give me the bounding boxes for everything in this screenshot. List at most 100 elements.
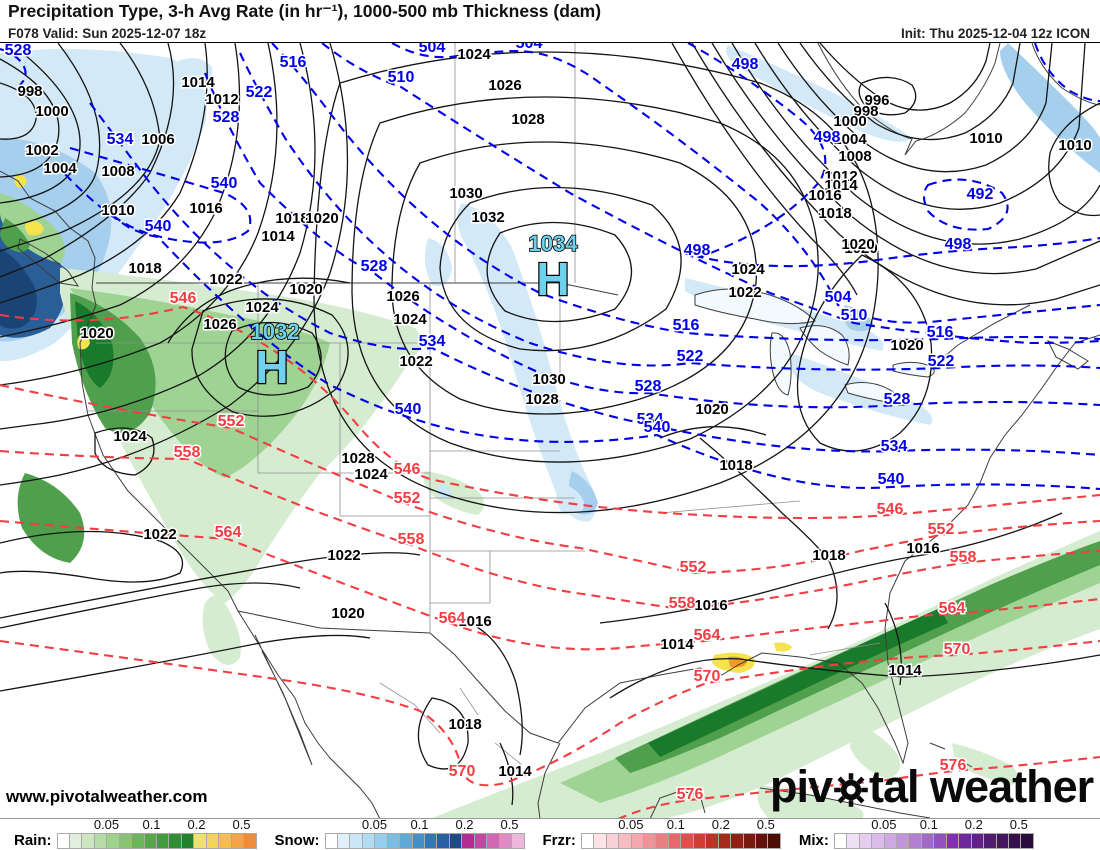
mslp-contour-label: 1026 <box>386 288 419 305</box>
thickness-label-cold: 540 <box>145 218 172 235</box>
legend-color-cell <box>487 833 500 849</box>
mslp-contour-label: 1020 <box>305 210 338 227</box>
thickness-label-warm: 552 <box>218 413 245 430</box>
legend-colorbar-frzr: 0.05 0.1 0.2 0.5 <box>580 817 781 849</box>
header: Precipitation Type, 3-h Avg Rate (in hr⁻… <box>0 0 1100 42</box>
legend-color-cell <box>897 833 910 849</box>
mslp-contour-label: 1020 <box>331 605 364 622</box>
legend-color-cell <box>718 833 732 849</box>
mslp-contour-label: 1016 <box>906 540 939 557</box>
thickness-label-warm: 546 <box>877 501 904 518</box>
legend-color-cell <box>656 833 669 849</box>
thickness-label-cold: 540 <box>395 401 422 418</box>
legend-color-cell <box>132 833 145 849</box>
mslp-contour-label: 1014 <box>888 662 922 679</box>
legend-color-cell <box>1021 833 1034 849</box>
mslp-contour-label: 998 <box>853 103 878 120</box>
legend-color-cell <box>362 833 376 849</box>
mslp-contour-label: 1024 <box>731 261 765 278</box>
legend-group-rain: Rain: 0.05 0.1 0.2 0.5 <box>14 817 257 850</box>
legend-label-frzr: Frzr: <box>542 832 576 849</box>
thickness-label-warm: 576 <box>940 757 967 774</box>
mslp-contour-label: 1022 <box>327 547 360 564</box>
precip-rate-legend: Rain: 0.05 0.1 0.2 0.5 Snow: 0.05 0.1 0.2 0.5 Frzr… <box>0 817 1100 850</box>
legend-color-cell <box>69 833 83 849</box>
legend-tick-label: 0.2 <box>187 817 206 832</box>
legend-color-cell <box>606 833 620 849</box>
thickness-cold-layer <box>0 42 1100 491</box>
legend-color-cell <box>449 833 463 849</box>
mslp-contour-label: 1022 <box>399 353 432 370</box>
mslp-contour-label: 1008 <box>101 163 134 180</box>
legend-color-cell <box>594 833 607 849</box>
legend-tick-label: 0.2 <box>964 817 983 832</box>
mslp-contour-label: 1028 <box>341 450 374 467</box>
init-time-text: Init: Thu 2025-12-04 12z ICON <box>900 26 1090 41</box>
mslp-contour-label: 1000 <box>35 103 68 120</box>
legend-color-cell <box>921 833 935 849</box>
mslp-contour-label: 1024 <box>113 428 147 445</box>
legend-color-cell <box>82 833 95 849</box>
mslp-contour-label: 1020 <box>80 325 113 342</box>
thickness-warm-layer <box>0 305 1100 820</box>
weather-map: 998 1000 1002 1004 1006 1008 1010 1012 1014 1016 1… <box>0 34 1100 820</box>
mslp-contour-label: 1020 <box>695 401 728 418</box>
thickness-label-warm: 552 <box>394 490 421 507</box>
legend-color-cell <box>337 833 351 849</box>
legend-color-cell <box>244 833 257 849</box>
legend-color-cell <box>706 833 719 849</box>
legend-label-snow: Snow: <box>274 832 320 849</box>
legend-tick-label: 0.5 <box>756 817 775 832</box>
mslp-contour-label: 1020 <box>890 337 923 354</box>
legend-tick-label: 0.05 <box>93 817 120 832</box>
legend-colorbar-mix: 0.05 0.1 0.2 0.5 <box>833 817 1034 849</box>
thickness-label-cold: 540 <box>211 175 238 192</box>
mslp-contour-label: 1016 <box>458 613 491 630</box>
legend-colorbar-snow: 0.05 0.1 0.2 0.5 <box>324 817 525 849</box>
legend-color-cell <box>681 833 694 849</box>
legend-color-cell <box>462 833 475 849</box>
mslp-contour-label: 1024 <box>354 466 388 483</box>
legend-color-cell <box>644 833 657 849</box>
legend-color-cell <box>984 833 997 849</box>
thickness-label-warm: 564 <box>694 627 721 644</box>
mslp-contour-label: 1008 <box>838 148 871 165</box>
mslp-contour-label: 1018 <box>448 716 481 733</box>
mslp-contour-label: 1032 <box>471 209 504 226</box>
high-pressure-symbol: H <box>255 341 288 393</box>
geography-layer <box>0 42 1100 820</box>
legend-color-cell <box>412 833 425 849</box>
high-pressure-value: 1034 <box>529 231 579 256</box>
mslp-contour-label: 1016 <box>808 187 841 204</box>
thickness-label-warm: 558 <box>669 595 696 612</box>
logo-text-pre: piv <box>770 761 833 812</box>
precip-shading-layer <box>0 43 1100 819</box>
thickness-label-cold: 534 <box>419 333 446 350</box>
legend-color-cell <box>400 833 413 849</box>
legend-tick-label: 0.1 <box>666 817 685 832</box>
thickness-label-cold: 528 <box>213 109 240 126</box>
mslp-contour-label: 1014 <box>181 74 215 91</box>
mslp-contour-label: 1030 <box>532 371 565 388</box>
legend-tick-label: 0.1 <box>919 817 938 832</box>
legend-color-cell <box>619 833 632 849</box>
thickness-label-cold: 540 <box>644 419 671 436</box>
legend-color-cell <box>946 833 960 849</box>
thickness-label-cold: 528 <box>5 43 32 59</box>
mslp-contour-label: 1018 <box>275 210 308 227</box>
thickness-label-cold: 498 <box>814 129 841 146</box>
thickness-label-warm: 564 <box>215 524 242 541</box>
legend-color-cell <box>971 833 985 849</box>
mslp-contour-label: 1026 <box>488 77 521 94</box>
legend-color-cell <box>181 833 195 849</box>
mslp-contour-label: 1000 <box>833 113 866 130</box>
legend-color-cell <box>884 833 898 849</box>
mslp-contour-label: 1010 <box>101 202 134 219</box>
legend-color-cell <box>859 833 873 849</box>
thickness-label-warm: 570 <box>944 641 971 658</box>
mslp-contour-label: 1018 <box>128 260 161 277</box>
legend-group-frzr: Frzr: 0.05 0.1 0.2 0.5 <box>542 817 781 850</box>
legend-tick-label: 0.5 <box>1009 817 1028 832</box>
mslp-contour-label: 998 <box>17 83 42 100</box>
mslp-contour-label: 1004 <box>833 131 867 148</box>
